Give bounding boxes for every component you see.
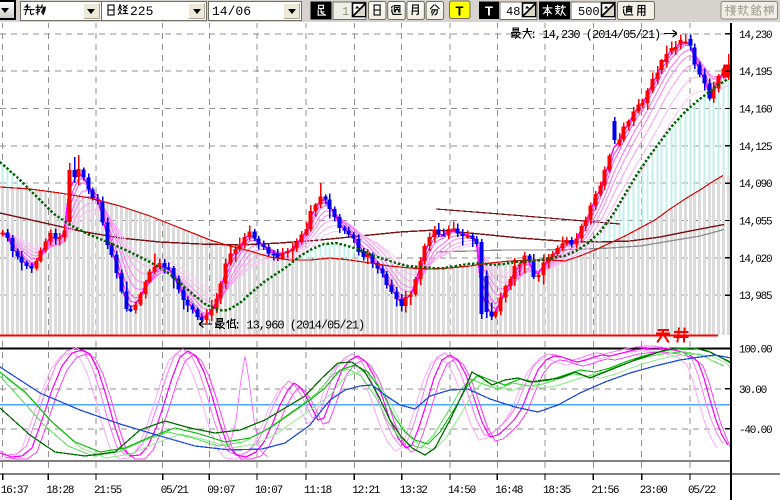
svg-text:21:56: 21:56 xyxy=(591,485,619,497)
svg-text:09:07: 09:07 xyxy=(207,485,235,497)
svg-text:T: T xyxy=(456,4,464,19)
svg-text:48: 48 xyxy=(506,5,520,19)
svg-text:10:07: 10:07 xyxy=(255,485,283,497)
svg-text:14,020: 14,020 xyxy=(739,254,772,266)
svg-text:18:35: 18:35 xyxy=(543,485,571,497)
svg-text:30.00: 30.00 xyxy=(739,385,767,397)
svg-text:05/22: 05/22 xyxy=(688,485,716,497)
svg-text:16:37: 16:37 xyxy=(1,485,29,497)
svg-text:21:55: 21:55 xyxy=(94,485,122,497)
svg-text:100.00: 100.00 xyxy=(739,345,772,357)
svg-text:05/21: 05/21 xyxy=(161,485,190,497)
svg-text:14,055: 14,055 xyxy=(739,217,772,229)
svg-text:-40.00: -40.00 xyxy=(739,425,772,437)
svg-text:500: 500 xyxy=(578,5,600,19)
svg-text:14,230: 14,230 xyxy=(739,30,772,42)
svg-text:16:48: 16:48 xyxy=(495,485,523,497)
svg-text:13,985: 13,985 xyxy=(739,291,772,303)
svg-text:14,160: 14,160 xyxy=(739,105,772,117)
svg-text:14,195: 14,195 xyxy=(739,67,772,79)
svg-text:18:28: 18:28 xyxy=(46,485,74,497)
svg-text:T: T xyxy=(485,4,493,19)
svg-text:: 13,960 (2014/05/21): : 13,960 (2014/05/21) xyxy=(234,319,364,333)
svg-text:13:32: 13:32 xyxy=(400,485,428,497)
svg-text:225: 225 xyxy=(130,4,153,19)
svg-text:11:18: 11:18 xyxy=(304,485,332,497)
svg-text:12:21: 12:21 xyxy=(352,485,381,497)
svg-text:1: 1 xyxy=(342,5,349,19)
svg-text:14/06: 14/06 xyxy=(212,4,251,19)
svg-text:14,090: 14,090 xyxy=(739,179,772,191)
svg-text:14,125: 14,125 xyxy=(739,142,772,154)
svg-text:: 14,230 (2014/05/21): : 14,230 (2014/05/21) xyxy=(530,28,660,42)
svg-text:14:50: 14:50 xyxy=(448,485,476,497)
svg-text:23:00: 23:00 xyxy=(640,485,668,497)
